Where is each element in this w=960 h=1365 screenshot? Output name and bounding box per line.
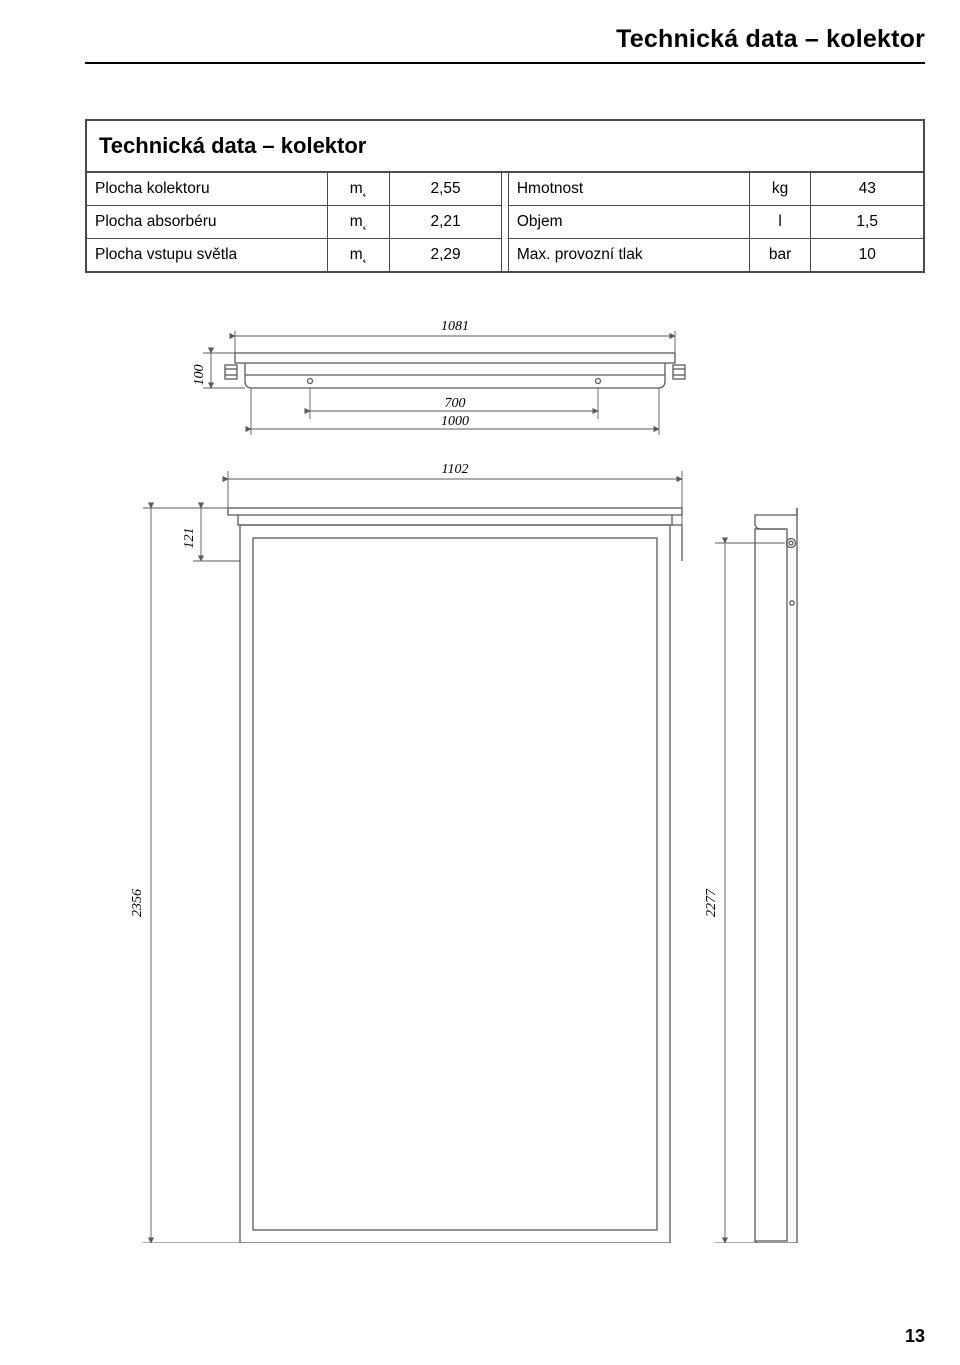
dim-1081: 1081 [441, 319, 469, 334]
cell: m˛ [328, 173, 390, 206]
side-view [755, 508, 797, 1243]
cell: Max. provozní tlak [508, 239, 749, 272]
cell: Plocha absorbéru [87, 206, 328, 239]
spec-table: Plocha kolektoru m˛ 2,55 Hmotnost kg 43 … [87, 173, 923, 271]
engineering-svg: 1081 700 1000 100 [85, 303, 925, 1243]
dim-1000: 1000 [441, 414, 469, 429]
dim-100: 100 [192, 365, 207, 386]
gap [502, 206, 509, 239]
dim-700: 700 [445, 396, 466, 411]
table-row: Plocha kolektoru m˛ 2,55 Hmotnost kg 43 [87, 173, 923, 206]
top-view [225, 353, 685, 388]
cell: Hmotnost [508, 173, 749, 206]
cell: 2,29 [390, 239, 502, 272]
drawings: 1081 700 1000 100 [85, 303, 925, 1243]
page-number: 13 [905, 1326, 925, 1347]
dim-2277: 2277 [704, 888, 719, 917]
cell: bar [749, 239, 811, 272]
table-row: Plocha vstupu světla m˛ 2,29 Max. provoz… [87, 239, 923, 272]
gap [502, 173, 509, 206]
spec-table-header: Technická data – kolektor [87, 121, 923, 173]
spec-table-wrap: Technická data – kolektor Plocha kolekto… [85, 119, 925, 273]
dim-1102: 1102 [442, 462, 469, 477]
cell: 10 [811, 239, 923, 272]
dim-2356: 2356 [130, 889, 145, 917]
cell: Plocha vstupu světla [87, 239, 328, 272]
cell: 2,21 [390, 206, 502, 239]
cell: 1,5 [811, 206, 923, 239]
rule [85, 62, 925, 64]
cell: kg [749, 173, 811, 206]
table-row: Plocha absorbéru m˛ 2,21 Objem l 1,5 [87, 206, 923, 239]
dim-121: 121 [182, 528, 197, 549]
cell: Objem [508, 206, 749, 239]
running-head: Technická data – kolektor [85, 25, 925, 54]
cell: m˛ [328, 206, 390, 239]
cell: l [749, 206, 811, 239]
cell: m˛ [328, 239, 390, 272]
gap [502, 239, 509, 272]
front-view [228, 508, 682, 1243]
cell: Plocha kolektoru [87, 173, 328, 206]
cell: 2,55 [390, 173, 502, 206]
cell: 43 [811, 173, 923, 206]
